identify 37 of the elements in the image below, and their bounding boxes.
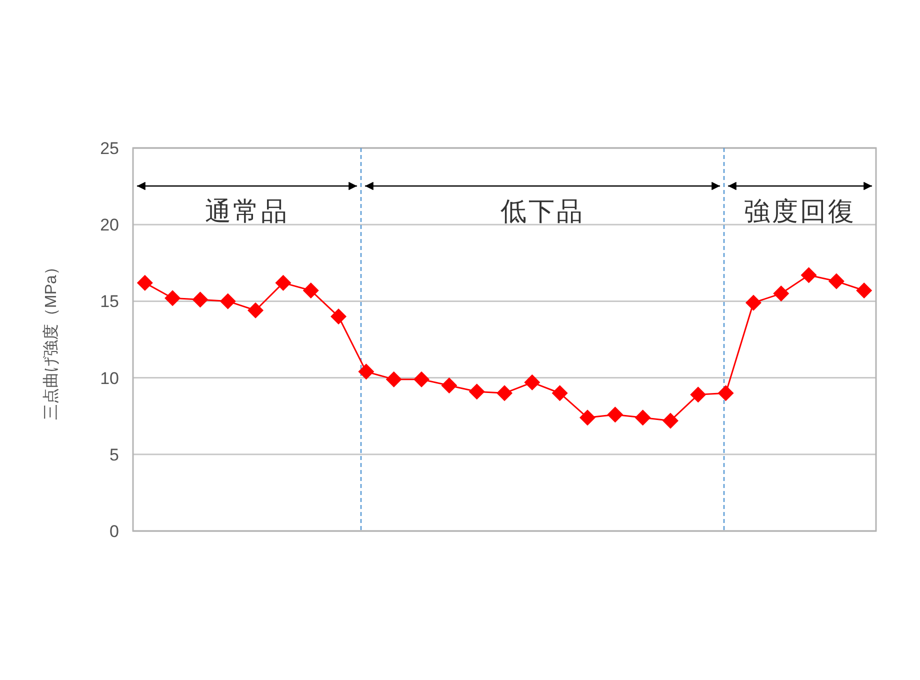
y-tick-label: 25 bbox=[100, 139, 119, 158]
y-tick-label: 15 bbox=[100, 292, 119, 312]
point bbox=[607, 406, 624, 423]
annotation: 強度回復 bbox=[744, 196, 856, 226]
point bbox=[220, 293, 236, 310]
point bbox=[164, 290, 181, 306]
point bbox=[330, 308, 347, 325]
annotation: 通常品 bbox=[205, 196, 289, 226]
point bbox=[302, 282, 319, 298]
y-axis-title: 三点曲げ強度（MPa） bbox=[42, 259, 60, 420]
point bbox=[552, 385, 568, 402]
point bbox=[524, 374, 540, 390]
y-tick-label: 10 bbox=[100, 368, 119, 388]
point bbox=[800, 267, 817, 284]
point bbox=[358, 364, 374, 380]
point bbox=[745, 294, 762, 311]
point bbox=[441, 377, 458, 394]
annotation: 低下品 bbox=[500, 196, 584, 226]
point bbox=[136, 274, 153, 291]
y-tick-label: 20 bbox=[100, 216, 119, 235]
y-tick-label: 0 bbox=[110, 522, 119, 541]
point bbox=[662, 412, 678, 429]
point bbox=[634, 410, 651, 426]
point bbox=[386, 371, 402, 388]
point bbox=[275, 274, 292, 291]
point bbox=[468, 384, 485, 400]
point bbox=[496, 385, 512, 402]
point bbox=[192, 292, 208, 308]
y-tick-label: 5 bbox=[110, 445, 119, 464]
point bbox=[414, 371, 430, 388]
point bbox=[690, 386, 706, 403]
point bbox=[579, 410, 596, 426]
point bbox=[248, 302, 264, 318]
point bbox=[718, 385, 734, 402]
point bbox=[828, 273, 844, 290]
point bbox=[773, 286, 790, 302]
point bbox=[856, 282, 872, 298]
